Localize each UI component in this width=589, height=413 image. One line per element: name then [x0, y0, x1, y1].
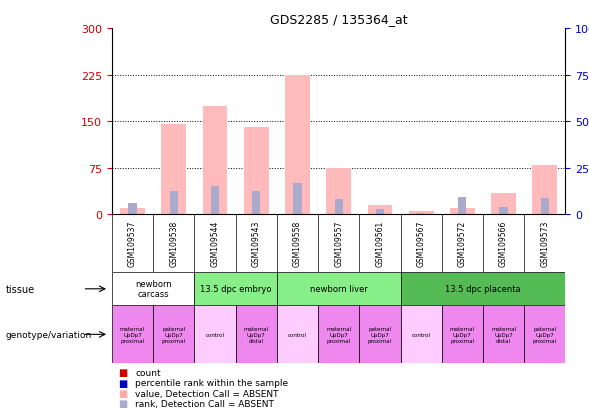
- Bar: [203, 106, 227, 215]
- Title: GDS2285 / 135364_at: GDS2285 / 135364_at: [270, 13, 408, 26]
- Bar: [277, 273, 401, 306]
- Bar: [532, 165, 557, 215]
- Bar: [194, 273, 277, 306]
- Text: 13.5 dpc embryo: 13.5 dpc embryo: [200, 285, 272, 294]
- Bar: [120, 209, 145, 215]
- Text: paternal
UpDp7
proximal: paternal UpDp7 proximal: [533, 326, 557, 343]
- Text: GSM109572: GSM109572: [458, 221, 467, 267]
- Text: value, Detection Call = ABSENT: value, Detection Call = ABSENT: [135, 389, 279, 398]
- Bar: [458, 197, 466, 215]
- Text: percentile rank within the sample: percentile rank within the sample: [135, 378, 289, 387]
- Bar: [285, 75, 310, 215]
- Text: ■: ■: [118, 378, 127, 388]
- Text: maternal
UpDp7
distal: maternal UpDp7 distal: [491, 326, 516, 343]
- Text: GSM109573: GSM109573: [540, 221, 550, 267]
- Text: GSM109543: GSM109543: [252, 221, 261, 267]
- Bar: [409, 211, 434, 215]
- Text: maternal
UpDp7
proximal: maternal UpDp7 proximal: [120, 326, 145, 343]
- Bar: [128, 204, 137, 215]
- Text: paternal
UpDp7
proximal: paternal UpDp7 proximal: [368, 326, 392, 343]
- Bar: [401, 273, 565, 306]
- Bar: [376, 210, 384, 215]
- Text: GSM109537: GSM109537: [128, 221, 137, 267]
- Bar: [153, 306, 194, 363]
- Bar: [326, 169, 351, 215]
- Text: ■: ■: [118, 388, 127, 398]
- Text: control: control: [412, 332, 431, 337]
- Bar: [170, 192, 178, 215]
- Text: GSM109544: GSM109544: [210, 221, 220, 267]
- Bar: [417, 214, 425, 215]
- Bar: [244, 128, 269, 215]
- Bar: [359, 306, 401, 363]
- Text: maternal
UpDp7
distal: maternal UpDp7 distal: [244, 326, 269, 343]
- Text: GSM109538: GSM109538: [169, 221, 178, 267]
- Text: GSM109566: GSM109566: [499, 221, 508, 267]
- Text: tissue: tissue: [6, 284, 35, 294]
- Bar: [277, 306, 318, 363]
- Bar: [524, 306, 565, 363]
- Bar: [194, 306, 236, 363]
- Text: control: control: [206, 332, 224, 337]
- Bar: [335, 199, 343, 215]
- Bar: [442, 306, 483, 363]
- Bar: [368, 206, 392, 215]
- Bar: [252, 191, 260, 215]
- Text: GSM109561: GSM109561: [375, 221, 385, 267]
- Bar: [211, 187, 219, 215]
- Bar: [541, 199, 549, 215]
- Text: control: control: [288, 332, 307, 337]
- Text: count: count: [135, 368, 161, 377]
- Text: GSM109558: GSM109558: [293, 221, 302, 267]
- Bar: [450, 209, 475, 215]
- Bar: [236, 306, 277, 363]
- Bar: [491, 193, 516, 215]
- Text: 13.5 dpc placenta: 13.5 dpc placenta: [445, 285, 521, 294]
- Text: GSM109567: GSM109567: [416, 221, 426, 267]
- Text: ■: ■: [118, 368, 127, 377]
- Text: GSM109557: GSM109557: [334, 221, 343, 267]
- Bar: [483, 306, 524, 363]
- Bar: [161, 125, 186, 215]
- Text: paternal
UpDp7
proximal: paternal UpDp7 proximal: [162, 326, 186, 343]
- Text: maternal
UpDp7
proximal: maternal UpDp7 proximal: [450, 326, 475, 343]
- Bar: [112, 306, 153, 363]
- Bar: [499, 207, 508, 215]
- Text: newborn liver: newborn liver: [310, 285, 368, 294]
- Text: newborn
carcass: newborn carcass: [135, 280, 171, 299]
- Bar: [112, 273, 194, 306]
- Bar: [293, 184, 302, 215]
- Text: maternal
UpDp7
proximal: maternal UpDp7 proximal: [326, 326, 351, 343]
- Bar: [318, 306, 359, 363]
- Text: ■: ■: [118, 399, 127, 408]
- Bar: [401, 306, 442, 363]
- Text: genotype/variation: genotype/variation: [6, 330, 92, 339]
- Text: rank, Detection Call = ABSENT: rank, Detection Call = ABSENT: [135, 399, 274, 408]
